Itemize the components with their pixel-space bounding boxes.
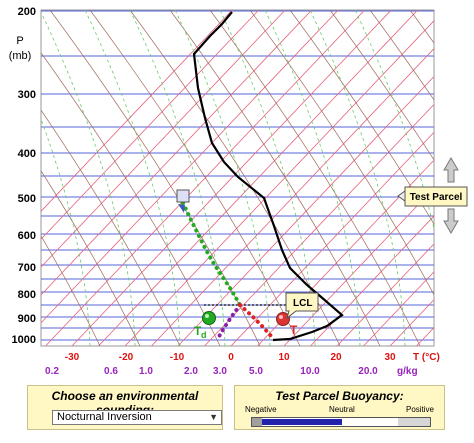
temp-axis-label: T (°C): [413, 352, 440, 363]
pressure-label-600: 600: [18, 230, 36, 242]
isotherm-line: [283, 187, 434, 346]
isotherm-line: [230, 131, 434, 346]
lcl-label: LCL: [293, 298, 312, 309]
dry-adiabat-line: [369, 10, 434, 101]
dry-adiabat-line: [89, 10, 301, 346]
isobar-lines: [41, 10, 434, 341]
parcel-temperature-path: [238, 303, 274, 339]
dry-adiabat-line: [329, 10, 434, 161]
parcel-top-handle[interactable]: [176, 189, 190, 213]
isotherm-line: [257, 159, 434, 346]
mix-tick-0-6: 0.6: [104, 366, 118, 377]
pressure-label-500: 500: [18, 193, 36, 205]
isotherm-line: [124, 20, 434, 346]
mix-tick-5-0: 5.0: [249, 366, 263, 377]
parcel-mixing-path: [215, 303, 242, 342]
buoyancy-scale-labels: Negative Neutral Positive: [245, 405, 434, 415]
chevron-down-icon[interactable]: ▼: [209, 412, 218, 422]
arrow-down-icon: [178, 204, 185, 213]
sounding-select[interactable]: Nocturnal Inversion ▼: [52, 410, 222, 425]
meter-negative-zone: [252, 418, 262, 426]
isotherm-line: [41, 10, 312, 296]
mix-tick-1-0: 1.0: [139, 366, 153, 377]
temperature-label: T: [290, 323, 298, 337]
dewpoint-handle[interactable]: [202, 311, 216, 325]
parcel-dewpoint-path: [181, 201, 242, 307]
dry-adiabat-line: [169, 10, 381, 346]
isotherm-line: [204, 103, 434, 346]
isotherm-line: [41, 10, 233, 212]
pressure-label-200: 200: [18, 6, 36, 18]
isotherm-line: [470, 10, 474, 346]
sounding-select-value: Nocturnal Inversion: [57, 411, 152, 423]
pressure-label-900: 900: [18, 313, 36, 325]
pressure-label-300: 300: [18, 89, 36, 101]
buoyancy-panel: Test Parcel Buoyancy: Negative Neutral P…: [234, 385, 445, 430]
neutral-label: Neutral: [329, 405, 355, 414]
buoyancy-panel-title: Test Parcel Buoyancy:: [275, 389, 404, 403]
isotherm-line: [41, 10, 259, 240]
move-down-arrow-icon[interactable]: [443, 208, 459, 234]
negative-label: Negative: [245, 405, 277, 414]
dewpoint-label-sub: d: [201, 330, 207, 340]
temp-tick-10: 10: [278, 352, 290, 363]
dry-adiabat-line: [41, 235, 101, 346]
environment-sounding-line: [192, 11, 344, 342]
isotherm-line: [310, 215, 434, 346]
isotherm-line: [363, 271, 434, 346]
isotherm-line: [336, 243, 434, 346]
move-up-arrow-icon[interactable]: [443, 157, 459, 183]
temp-tick-30: 30: [384, 352, 396, 363]
temperature-handle[interactable]: [276, 312, 290, 326]
positive-label: Positive: [405, 405, 434, 414]
mix-tick-0-2: 0.2: [45, 366, 59, 377]
pressure-label-700: 700: [18, 262, 36, 274]
isotherm-line: [41, 10, 339, 324]
mix-tick-3-0: 3.0: [213, 366, 227, 377]
dry-adiabat-line: [249, 10, 434, 296]
lcl-callout: LCL: [285, 292, 319, 320]
pressure-axis-unit: (mb): [9, 50, 32, 62]
pressure-axis-title: P: [16, 35, 23, 47]
dry-adiabat-line: [209, 10, 421, 346]
test-parcel-label: Test Parcel: [410, 192, 463, 203]
dry-adiabat-line: [41, 109, 181, 346]
test-parcel-box: [404, 186, 468, 207]
isotherm-line: [71, 10, 392, 346]
buoyancy-meter: [251, 417, 431, 427]
temp-tick-0: 0: [228, 352, 234, 363]
temp-tick-minus20: -20: [119, 352, 134, 363]
meter-fill: [262, 419, 342, 425]
test-parcel-control[interactable]: Test Parcel: [397, 157, 468, 234]
sounding-panel: Choose an environmental sounding: Noctur…: [27, 385, 223, 430]
isotherm-line: [45, 10, 365, 346]
dewpoint-label: T: [194, 324, 202, 338]
meter-positive-zone: [398, 418, 430, 426]
dry-adiabat-line: [41, 52, 221, 346]
isotherm-line: [151, 48, 434, 346]
temp-tick-minus30: -30: [65, 352, 80, 363]
temp-tick-20: 20: [330, 352, 342, 363]
pressure-label-400: 400: [18, 148, 36, 160]
pressure-label-1000: 1000: [12, 334, 36, 346]
mix-tick-10-0: 10.0: [300, 366, 320, 377]
mix-tick-2-0: 2.0: [184, 366, 198, 377]
dry-adiabat-line: [41, 170, 141, 346]
mix-tick-20-0: 20.0: [358, 366, 378, 377]
pressure-label-800: 800: [18, 289, 36, 301]
mix-axis-unit: g/kg: [397, 366, 418, 377]
temp-tick-minus10: -10: [170, 352, 185, 363]
